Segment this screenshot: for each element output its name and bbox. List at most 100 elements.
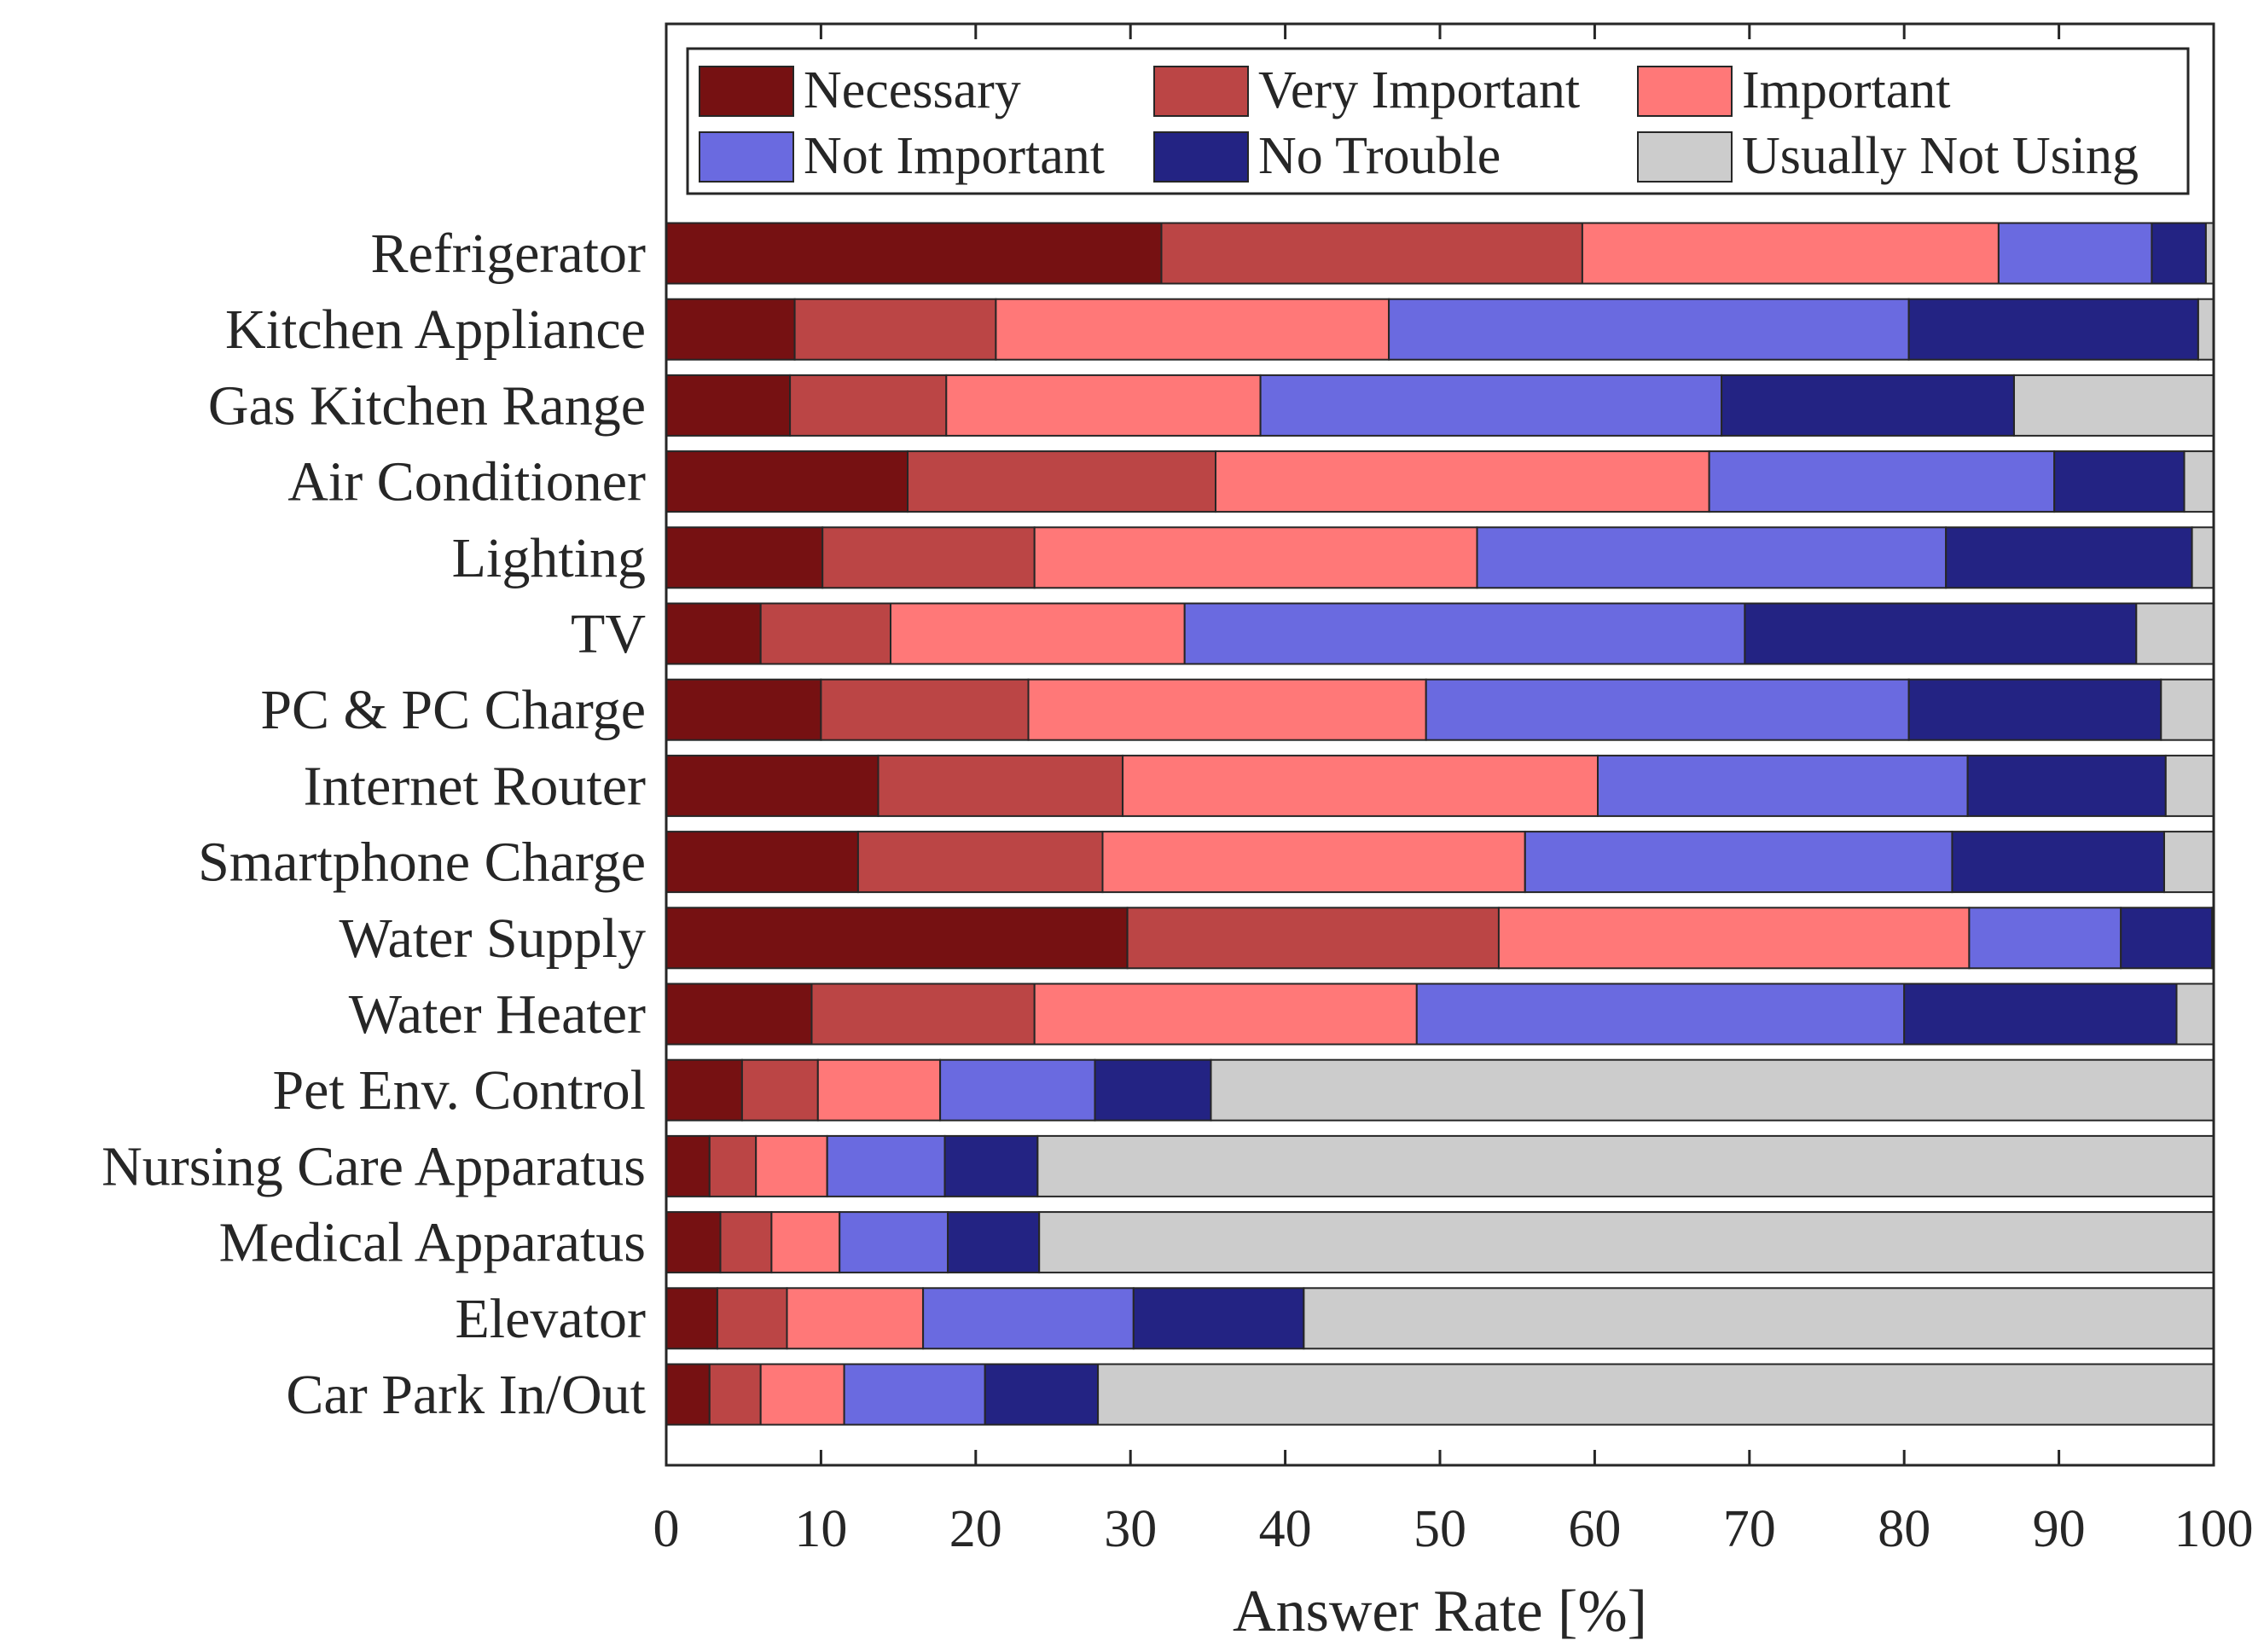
bar-segment-water-heater-usually-not-using <box>2175 983 2215 1046</box>
bar-segment-gas-kitchen-range-very-important <box>789 374 948 437</box>
bar-segment-car-park-in-out-no-trouble <box>984 1363 1100 1426</box>
bar-segment-gas-kitchen-range-not-important <box>1259 374 1723 437</box>
bar-segment-car-park-in-out-not-important <box>843 1363 986 1426</box>
bar-segment-water-supply-important <box>1497 907 1971 970</box>
bar-segment-kitchen-appliance-not-important <box>1388 298 1910 361</box>
bar-segment-water-heater-necessary <box>665 983 813 1046</box>
x-tick-label-90: 90 <box>2033 1500 2086 1558</box>
x-axis-title: Answer Rate [%] <box>1233 1579 1647 1644</box>
bar-segment-refrigerator-important <box>1581 222 2000 285</box>
category-label-refrigerator: Refrigerator <box>371 223 647 285</box>
legend-swatch-important <box>1637 66 1733 117</box>
legend-swatch-usually-not-using <box>1637 131 1733 183</box>
x-tick-label-20: 20 <box>949 1500 1002 1558</box>
bar-segment-nursing-care-apparatus-important <box>755 1134 828 1197</box>
bar-segment-air-conditioner-no-trouble <box>2053 450 2186 513</box>
bar-segment-kitchen-appliance-important <box>995 298 1390 361</box>
bar-segment-water-supply-very-important <box>1126 907 1500 970</box>
category-label-water-supply: Water Supply <box>340 907 646 970</box>
bar-segment-internet-router-necessary <box>665 754 879 817</box>
bar-segment-pc-pc-charge-usually-not-using <box>2160 678 2215 741</box>
legend-swatch-necessary <box>699 66 794 117</box>
bar-segment-gas-kitchen-range-important <box>945 374 1262 437</box>
bar-segment-internet-router-usually-not-using <box>2164 754 2215 817</box>
x-tick-label-80: 80 <box>1878 1500 1930 1558</box>
bar-segment-elevator-usually-not-using <box>1303 1287 2215 1350</box>
x-tick-label-100: 100 <box>2174 1500 2254 1558</box>
bar-segment-lighting-usually-not-using <box>2191 526 2215 589</box>
legend-label-important: Important <box>1742 61 1951 119</box>
bar-segment-pc-pc-charge-important <box>1027 678 1427 741</box>
bar-segment-medical-apparatus-not-important <box>839 1211 949 1274</box>
bar-segment-gas-kitchen-range-no-trouble <box>1721 374 2015 437</box>
bar-segment-medical-apparatus-usually-not-using <box>1038 1211 2215 1274</box>
bar-segment-pet-env-control-no-trouble <box>1094 1058 1212 1122</box>
bar-segment-air-conditioner-necessary <box>665 450 909 513</box>
bar-segment-pet-env-control-usually-not-using <box>1210 1058 2215 1122</box>
bar-segment-refrigerator-very-important <box>1160 222 1583 285</box>
bar-segment-refrigerator-not-important <box>1997 222 2153 285</box>
bar-segment-elevator-no-trouble <box>1132 1287 1305 1350</box>
bar-segment-pet-env-control-important <box>816 1058 942 1122</box>
plot-frame <box>665 22 2215 1467</box>
category-label-kitchen-appliance: Kitchen Appliance <box>225 299 646 361</box>
bar-segment-medical-apparatus-important <box>770 1211 841 1274</box>
bar-segment-kitchen-appliance-necessary <box>665 298 796 361</box>
bar-segment-pet-env-control-necessary <box>665 1058 743 1122</box>
bar-segment-refrigerator-necessary <box>665 222 1163 285</box>
category-label-nursing-care-apparatus: Nursing Care Apparatus <box>102 1135 646 1197</box>
bars-group <box>665 222 2215 1426</box>
bar-segment-tv-usually-not-using <box>2135 602 2215 665</box>
bar-segment-refrigerator-no-trouble <box>2151 222 2207 285</box>
x-tick-label-60: 60 <box>1568 1500 1621 1558</box>
bar-segment-nursing-care-apparatus-necessary <box>665 1134 711 1197</box>
bar-segment-internet-router-not-important <box>1597 754 1969 817</box>
category-label-internet-router: Internet Router <box>304 755 646 817</box>
legend-label-necessary: Necessary <box>804 61 1021 119</box>
category-label-smartphone-charge: Smartphone Charge <box>198 832 646 894</box>
bar-segment-tv-not-important <box>1183 602 1746 665</box>
bar-segment-internet-router-very-important <box>877 754 1124 817</box>
bar-segment-lighting-no-trouble <box>1945 526 2193 589</box>
x-tick-label-10: 10 <box>794 1500 847 1558</box>
bar-segment-lighting-not-important <box>1476 526 1948 589</box>
category-label-gas-kitchen-range: Gas Kitchen Range <box>208 374 646 437</box>
bar-segment-nursing-care-apparatus-no-trouble <box>943 1134 1039 1197</box>
bar-segment-elevator-very-important <box>716 1287 788 1350</box>
category-label-air-conditioner: Air Conditioner <box>287 451 646 513</box>
bar-segment-air-conditioner-important <box>1215 450 1710 513</box>
bar-segment-elevator-not-important <box>922 1287 1135 1350</box>
category-labels: Refrigerator Kitchen Appliance Gas Kitchen… <box>102 223 646 1426</box>
legend-label-very-important: Very Important <box>1258 61 1580 119</box>
bar-segment-internet-router-important <box>1122 754 1599 817</box>
bar-segment-air-conditioner-not-important <box>1708 450 2056 513</box>
bar-segment-lighting-necessary <box>665 526 824 589</box>
legend-label-not-important: Not Important <box>804 127 1105 185</box>
bar-segment-smartphone-charge-not-important <box>1524 831 1953 894</box>
bar-segment-medical-apparatus-no-trouble <box>947 1211 1041 1274</box>
bar-segment-kitchen-appliance-usually-not-using <box>2197 298 2215 361</box>
bar-segment-water-heater-no-trouble <box>1903 983 2178 1046</box>
x-tick-label-0: 0 <box>653 1500 680 1558</box>
bar-segment-nursing-care-apparatus-usually-not-using <box>1036 1134 2215 1197</box>
category-label-water-heater: Water Heater <box>349 983 646 1046</box>
bar-segment-smartphone-charge-necessary <box>665 831 859 894</box>
bar-segment-pc-pc-charge-no-trouble <box>1907 678 2162 741</box>
bar-segment-kitchen-appliance-very-important <box>793 298 997 361</box>
bar-segment-water-supply-no-trouble <box>2120 907 2214 970</box>
bar-segment-lighting-very-important <box>821 526 1036 589</box>
category-label-tv: TV <box>571 603 646 665</box>
bar-segment-internet-router-no-trouble <box>1966 754 2167 817</box>
legend-swatch-very-important <box>1153 66 1249 117</box>
bar-segment-nursing-care-apparatus-very-important <box>708 1134 758 1197</box>
bar-segment-pet-env-control-not-important <box>939 1058 1096 1122</box>
legend-label-usually-not-using: Usually Not Using <box>1742 127 2139 185</box>
bar-segment-car-park-in-out-very-important <box>708 1363 762 1426</box>
bar-segment-water-supply-necessary <box>665 907 1129 970</box>
bar-segment-smartphone-charge-important <box>1101 831 1526 894</box>
bar-segment-pet-env-control-very-important <box>740 1058 819 1122</box>
legend: Necessary Very Important Important Not Impo… <box>686 47 2190 195</box>
legend-box <box>686 47 2190 195</box>
bar-segment-pc-pc-charge-not-important <box>1425 678 1910 741</box>
bar-segment-tv-important <box>890 602 1186 665</box>
